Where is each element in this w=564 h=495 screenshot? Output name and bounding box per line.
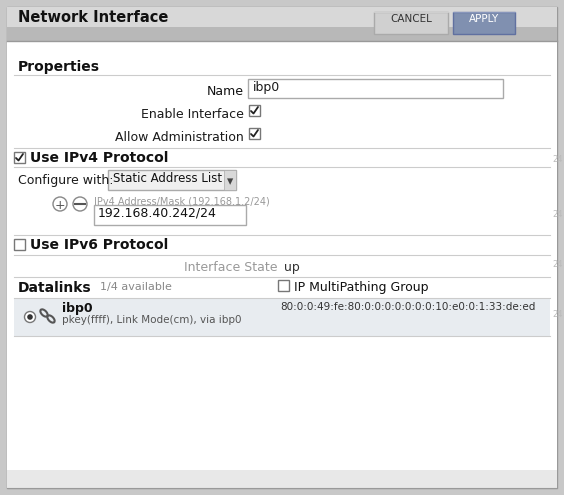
Text: Interface State: Interface State [184, 261, 278, 274]
Text: IPv4 Address/Mask (192.168.1.2/24): IPv4 Address/Mask (192.168.1.2/24) [94, 196, 270, 206]
Text: Enable Interface: Enable Interface [141, 108, 244, 121]
Bar [249, 105, 260, 116]
Bar [108, 170, 236, 190]
Bar [453, 12, 515, 34]
Bar [278, 280, 289, 291]
Bar [14, 239, 25, 250]
Bar [224, 170, 236, 190]
Bar [14, 298, 550, 336]
Circle shape [24, 311, 36, 323]
Text: 192.168.40.242/24: 192.168.40.242/24 [98, 207, 217, 220]
Text: up: up [284, 261, 299, 274]
Text: +: + [55, 199, 65, 212]
Bar [7, 470, 557, 488]
Bar [249, 128, 260, 139]
Text: Datalinks: Datalinks [18, 281, 91, 295]
Text: Network Interface: Network Interface [18, 10, 169, 25]
Circle shape [53, 197, 67, 211]
Text: CANCEL: CANCEL [390, 14, 432, 24]
Text: Use IPv6 Protocol: Use IPv6 Protocol [30, 238, 168, 252]
Bar [94, 205, 246, 225]
Text: 24: 24 [552, 310, 562, 319]
Text: Use IPv4 Protocol: Use IPv4 Protocol [30, 151, 169, 165]
Text: pkey(ffff), Link Mode(cm), via ibp0: pkey(ffff), Link Mode(cm), via ibp0 [62, 315, 241, 325]
Bar [7, 7, 557, 27]
Text: 24: 24 [552, 155, 562, 164]
Text: Name: Name [207, 85, 244, 98]
Text: IP MultiPathing Group: IP MultiPathing Group [294, 281, 429, 294]
Text: Static Address List: Static Address List [113, 172, 222, 185]
Text: ibp0: ibp0 [62, 302, 92, 315]
Text: 80:0:0:49:fe:80:0:0:0:0:0:0:0:10:e0:0:1:33:de:ed: 80:0:0:49:fe:80:0:0:0:0:0:0:0:10:e0:0:1:… [280, 302, 535, 312]
Circle shape [73, 197, 87, 211]
Text: 1/4 available: 1/4 available [100, 282, 172, 292]
Text: Configure with:: Configure with: [18, 174, 113, 187]
Text: 24: 24 [552, 260, 562, 269]
Text: Properties: Properties [18, 60, 100, 74]
Bar [14, 152, 25, 163]
Text: ▾: ▾ [227, 175, 233, 188]
Text: ibp0: ibp0 [253, 81, 280, 94]
Text: 24: 24 [552, 210, 562, 219]
Bar [374, 12, 448, 34]
Text: Allow Administration: Allow Administration [115, 131, 244, 144]
Bar [248, 79, 503, 98]
Text: APPLY: APPLY [469, 14, 499, 24]
Circle shape [27, 314, 33, 320]
Bar [7, 27, 557, 41]
